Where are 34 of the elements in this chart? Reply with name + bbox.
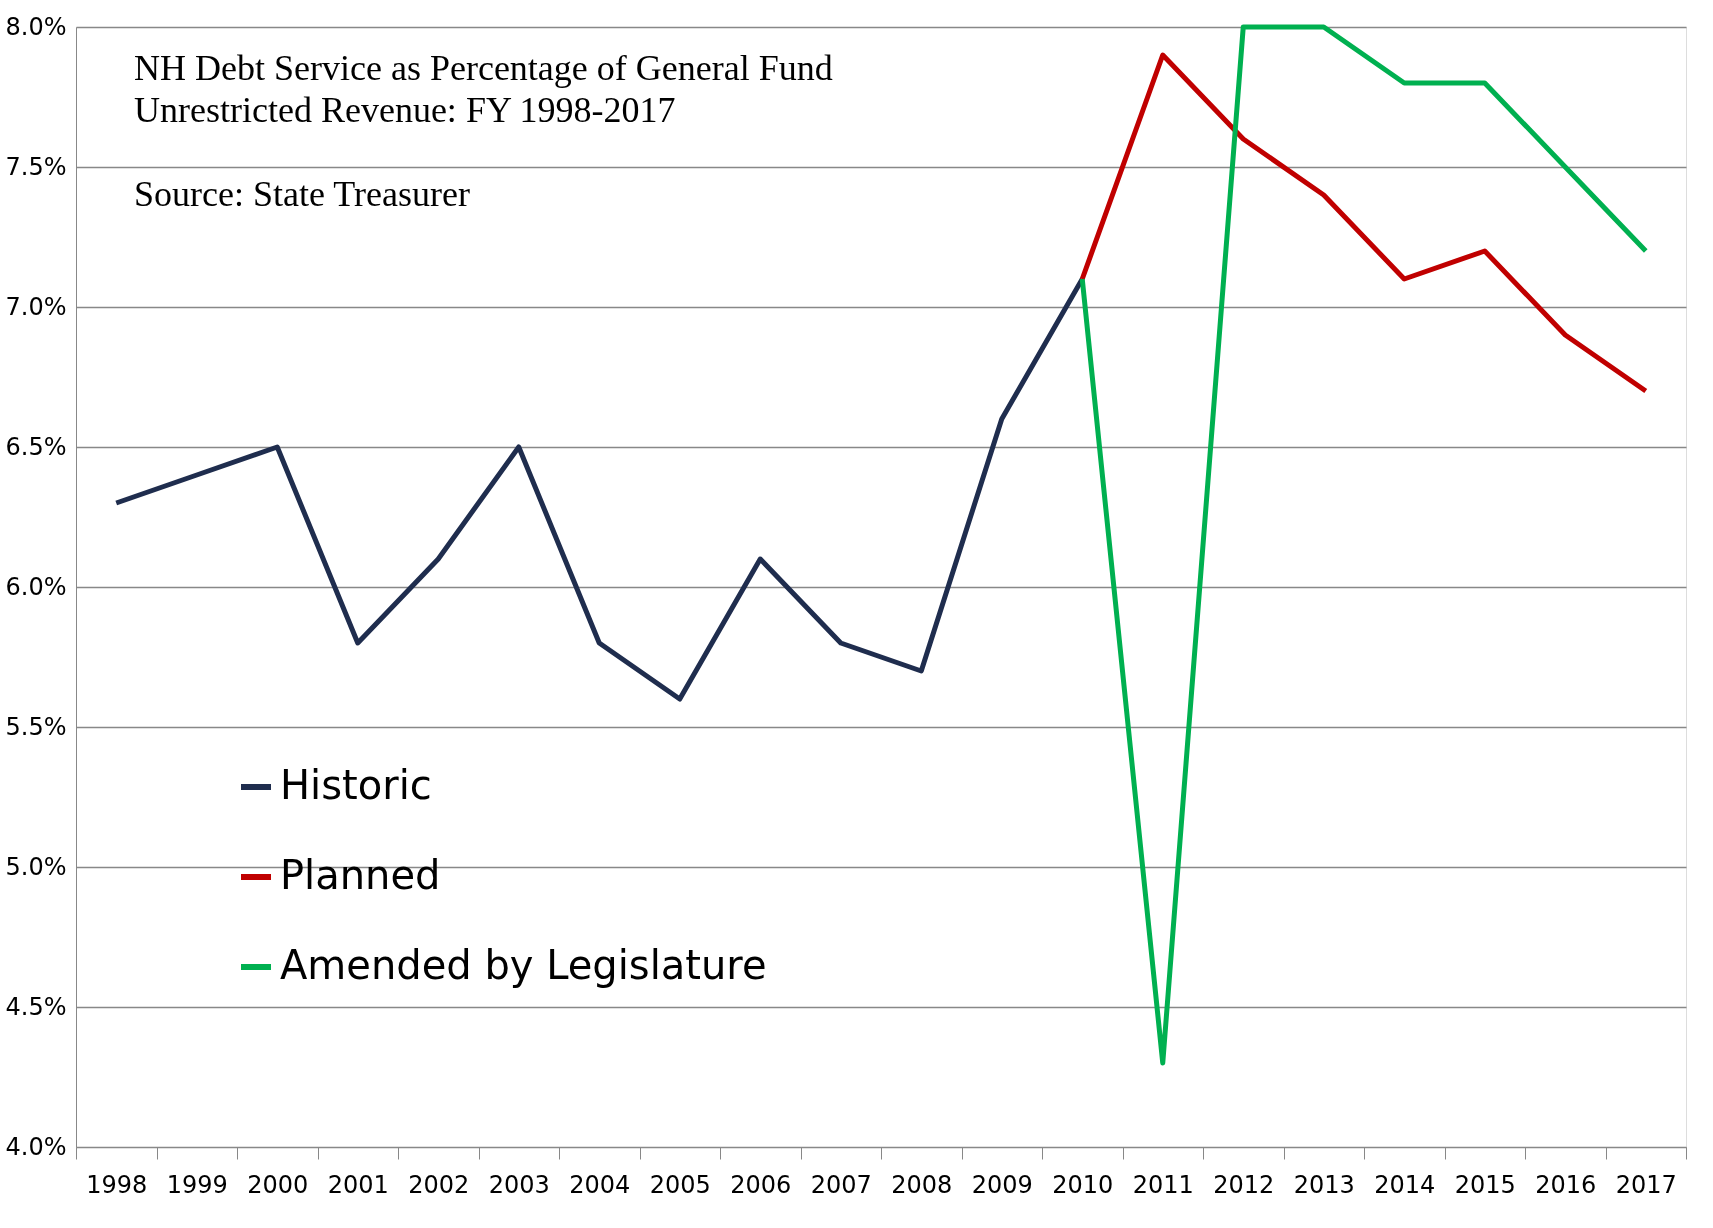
y-tick-label: 5.5% — [5, 712, 67, 741]
x-tick-label: 2005 — [649, 1170, 711, 1199]
annotation: Source: State Treasurer — [134, 174, 470, 214]
x-tick-label: 2008 — [891, 1170, 953, 1199]
legend-label: Amended by Legislature — [280, 942, 767, 988]
x-tick-label: 2006 — [730, 1170, 792, 1199]
x-tick-label: 1999 — [166, 1170, 228, 1199]
y-tick-label: 5.0% — [5, 852, 67, 881]
legend-label: Historic — [280, 762, 432, 808]
x-tick-label: 2010 — [1052, 1170, 1114, 1199]
x-tick-label: 2004 — [569, 1170, 631, 1199]
x-tick-label: 2014 — [1374, 1170, 1436, 1199]
x-tick-label: 1998 — [86, 1170, 148, 1199]
x-tick-label: 2016 — [1535, 1170, 1597, 1199]
y-tick-label: 7.0% — [5, 292, 67, 321]
x-tick-label: 2002 — [408, 1170, 470, 1199]
text: NH Debt Service as Percentage of General Fund Unrestricted Revenue: FY 1998-2017 — [134, 48, 833, 130]
x-tick-label: 2001 — [327, 1170, 389, 1199]
x-tick-label: 2009 — [971, 1170, 1033, 1199]
y-tick-label: 4.0% — [5, 1132, 67, 1161]
y-tick-label: 6.0% — [5, 572, 67, 601]
y-tick-label: 6.5% — [5, 432, 67, 461]
legend-label: Planned — [280, 852, 441, 898]
x-tick-label: 2013 — [1293, 1170, 1355, 1199]
x-tick-label: 2000 — [247, 1170, 309, 1199]
x-tick-label: 2007 — [810, 1170, 872, 1199]
x-tick-label: 2015 — [1454, 1170, 1516, 1199]
y-tick-label: 8.0% — [5, 12, 67, 41]
x-tick-label: 2017 — [1615, 1170, 1677, 1199]
y-tick-label: 7.5% — [5, 152, 67, 181]
y-tick-label: 4.5% — [5, 992, 67, 1021]
x-tick-label: 2012 — [1213, 1170, 1275, 1199]
x-tick-label: 2011 — [1132, 1170, 1194, 1199]
x-tick-label: 2003 — [488, 1170, 550, 1199]
